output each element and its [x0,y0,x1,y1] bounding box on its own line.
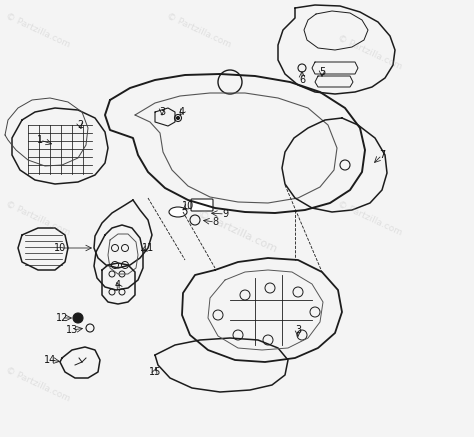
Text: © Partzilla.com: © Partzilla.com [4,366,72,403]
Circle shape [176,117,180,119]
Text: 8: 8 [212,217,218,227]
Text: © Partzilla.com: © Partzilla.com [336,200,403,237]
Text: 13: 13 [66,325,78,335]
FancyBboxPatch shape [191,199,213,211]
Text: 1: 1 [37,135,43,145]
Text: 4: 4 [115,280,121,290]
Text: 5: 5 [319,67,325,77]
Ellipse shape [169,207,187,217]
Circle shape [73,313,83,323]
Text: © Partzilla.com: © Partzilla.com [196,209,278,254]
Text: 4: 4 [179,107,185,117]
Text: 7: 7 [379,150,385,160]
Text: 9: 9 [222,209,228,219]
Text: 2: 2 [77,120,83,130]
Text: © Partzilla.com: © Partzilla.com [165,12,233,49]
Text: 3: 3 [159,107,165,117]
Text: © Partzilla.com: © Partzilla.com [4,200,72,237]
Text: © Partzilla.com: © Partzilla.com [4,12,72,49]
Text: 15: 15 [149,367,161,377]
Text: © Partzilla.com: © Partzilla.com [336,34,403,71]
Text: 3: 3 [295,325,301,335]
Text: 11: 11 [142,243,154,253]
Text: 10: 10 [182,201,194,211]
Text: 12: 12 [56,313,68,323]
Text: 10: 10 [54,243,66,253]
Text: 6: 6 [299,75,305,85]
Text: 14: 14 [44,355,56,365]
